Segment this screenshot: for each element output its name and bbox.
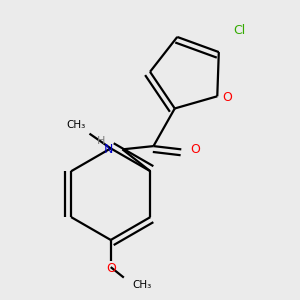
Text: Cl: Cl (233, 24, 246, 38)
Text: H: H (97, 136, 105, 146)
Text: CH₃: CH₃ (66, 120, 85, 130)
Text: O: O (190, 143, 200, 156)
Text: O: O (106, 262, 116, 275)
Text: CH₃: CH₃ (132, 280, 151, 290)
Text: O: O (222, 92, 232, 104)
Text: N: N (104, 143, 113, 156)
